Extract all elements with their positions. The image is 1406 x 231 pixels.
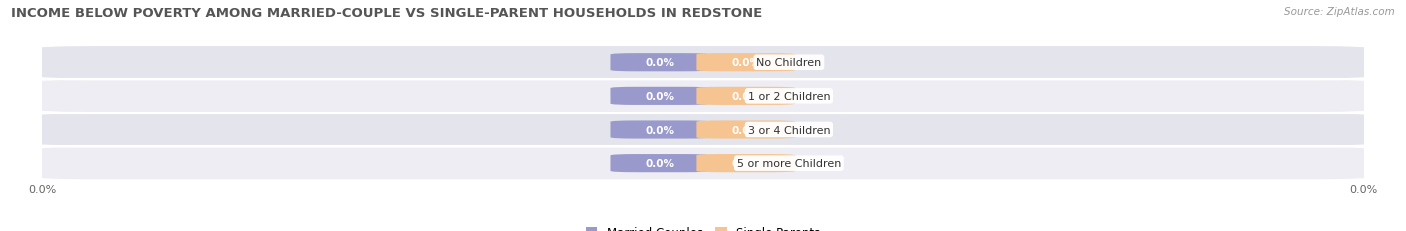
Text: 0.0%: 0.0% (731, 58, 761, 68)
Text: 0.0%: 0.0% (731, 125, 761, 135)
Text: 0.0%: 0.0% (731, 91, 761, 101)
Text: 0.0%: 0.0% (645, 91, 675, 101)
Text: 0.0%: 0.0% (645, 58, 675, 68)
Text: 1 or 2 Children: 1 or 2 Children (748, 91, 830, 101)
FancyBboxPatch shape (696, 54, 796, 72)
Text: 0.0%: 0.0% (645, 125, 675, 135)
FancyBboxPatch shape (696, 87, 796, 106)
FancyBboxPatch shape (610, 87, 710, 106)
Text: 3 or 4 Children: 3 or 4 Children (748, 125, 830, 135)
FancyBboxPatch shape (35, 79, 1371, 113)
Text: No Children: No Children (756, 58, 821, 68)
FancyBboxPatch shape (610, 121, 710, 139)
FancyBboxPatch shape (35, 146, 1371, 180)
Text: 5 or more Children: 5 or more Children (737, 158, 841, 168)
Text: 0.0%: 0.0% (645, 158, 675, 168)
FancyBboxPatch shape (696, 154, 796, 173)
FancyBboxPatch shape (35, 46, 1371, 80)
Legend: Married Couples, Single Parents: Married Couples, Single Parents (581, 222, 825, 231)
Text: INCOME BELOW POVERTY AMONG MARRIED-COUPLE VS SINGLE-PARENT HOUSEHOLDS IN REDSTON: INCOME BELOW POVERTY AMONG MARRIED-COUPL… (11, 7, 762, 20)
FancyBboxPatch shape (35, 113, 1371, 147)
Text: Source: ZipAtlas.com: Source: ZipAtlas.com (1284, 7, 1395, 17)
FancyBboxPatch shape (610, 54, 710, 72)
Text: 0.0%: 0.0% (731, 158, 761, 168)
FancyBboxPatch shape (610, 154, 710, 173)
FancyBboxPatch shape (696, 121, 796, 139)
